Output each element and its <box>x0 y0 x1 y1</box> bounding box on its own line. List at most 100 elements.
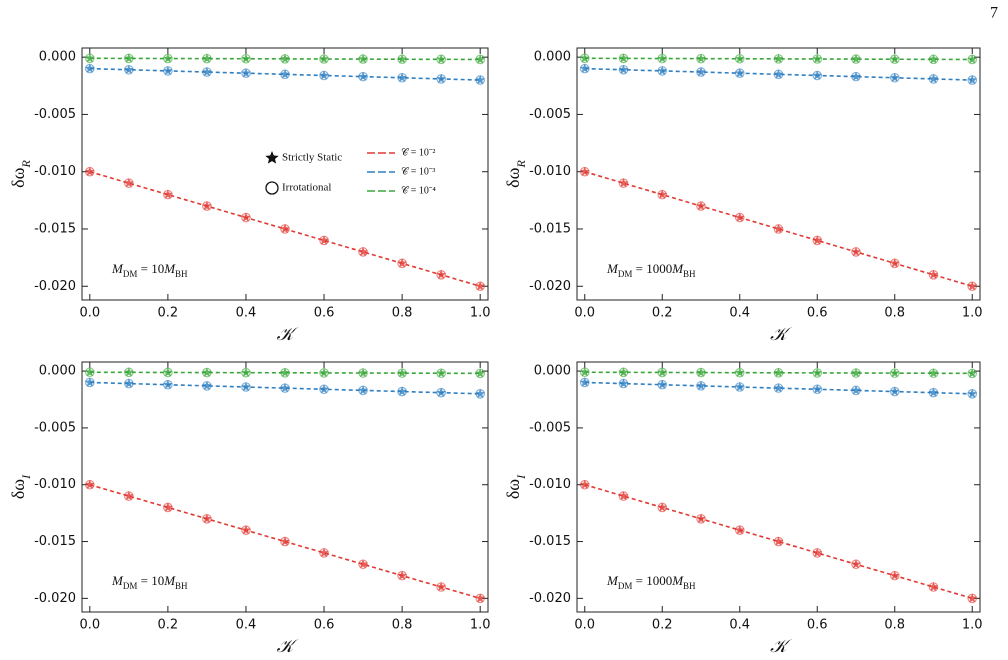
static-marker <box>85 53 95 63</box>
static-marker <box>280 53 290 63</box>
x-tick-label: 0.4 <box>236 306 257 321</box>
static-marker <box>358 246 368 256</box>
x-tick-label: 0.2 <box>158 618 179 633</box>
static-marker <box>202 67 212 77</box>
annotation-part: M <box>671 573 684 588</box>
static-marker <box>280 536 290 546</box>
static-marker <box>579 377 590 387</box>
y-label-part: δω <box>503 167 523 187</box>
static-marker <box>163 53 173 63</box>
static-marker <box>436 582 446 592</box>
x-tick-label: 0.2 <box>652 306 673 321</box>
static-marker <box>773 53 784 63</box>
static-marker <box>851 54 861 64</box>
static-marker <box>734 367 745 377</box>
static-marker <box>475 75 485 85</box>
series-line <box>89 57 481 61</box>
static-marker <box>851 559 861 569</box>
y-tick-label: -0.020 <box>529 591 571 606</box>
annotation-part: M <box>111 261 124 276</box>
static-marker <box>773 367 784 377</box>
static-marker <box>436 73 446 83</box>
static-marker <box>696 367 706 377</box>
static-marker <box>124 178 134 188</box>
static-marker <box>319 367 329 377</box>
static-marker <box>657 65 668 75</box>
annotation-part: M <box>606 261 619 276</box>
static-marker <box>280 383 290 393</box>
legend-label: Strictly Static <box>282 152 342 164</box>
static-marker <box>319 70 329 80</box>
static-marker <box>773 223 784 234</box>
annotation: MDM = 10MBH <box>111 573 188 591</box>
annotation-part: M <box>606 573 619 588</box>
static-marker <box>475 388 485 398</box>
static-marker <box>436 54 446 64</box>
x-tick-label: 0.2 <box>652 618 673 633</box>
static-marker <box>241 212 251 222</box>
annotation-part: M <box>163 261 176 276</box>
legend-star <box>265 151 279 164</box>
static-marker <box>163 189 173 199</box>
static-marker <box>928 54 939 64</box>
static-marker <box>280 367 290 377</box>
static-marker <box>241 53 251 63</box>
plot-frame <box>576 361 981 613</box>
x-tick-label: 0.0 <box>574 306 595 321</box>
x-tick-label: 1.0 <box>962 306 983 321</box>
static-marker <box>734 525 745 535</box>
y-axis-label: δωR <box>8 160 33 188</box>
static-marker <box>579 53 590 63</box>
static-marker <box>397 258 407 268</box>
y-label-part: R <box>514 160 528 169</box>
static-marker <box>319 547 329 557</box>
annotation-part: = 1000 <box>632 261 672 276</box>
static-marker <box>397 72 407 82</box>
static-marker <box>967 281 978 291</box>
static-marker <box>928 387 939 397</box>
static-marker <box>436 269 446 279</box>
static-marker <box>812 70 823 80</box>
x-tick-label: 0.4 <box>729 618 750 633</box>
static-marker <box>358 368 368 378</box>
static-marker <box>202 201 212 211</box>
x-axis-label: 𝒦 <box>770 636 792 656</box>
static-marker <box>163 65 173 75</box>
x-tick-label: 0.0 <box>79 618 100 633</box>
y-tick-label: 0.000 <box>534 50 571 65</box>
static-marker <box>773 69 784 79</box>
series-line <box>584 170 973 288</box>
static-marker <box>618 491 629 501</box>
static-marker <box>280 223 290 234</box>
static-marker <box>967 368 978 378</box>
plot-frame <box>576 47 981 301</box>
annotation-part: BH <box>683 269 696 279</box>
y-tick-label: -0.005 <box>34 107 76 122</box>
static-marker <box>124 378 134 388</box>
y-label-part: I <box>514 474 528 480</box>
static-marker <box>889 54 900 64</box>
annotation-part: BH <box>175 581 188 591</box>
static-marker <box>397 386 407 396</box>
legend-label: 𝒞 = 10⁻⁴ <box>401 185 436 196</box>
annotation: MDM = 1000MBH <box>606 261 696 279</box>
x-tick-label: 0.0 <box>574 618 595 633</box>
x-tick-label: 0.0 <box>79 306 100 321</box>
static-marker <box>657 502 668 512</box>
series-line <box>89 381 481 395</box>
static-marker <box>928 368 939 378</box>
annotation-part: M <box>111 573 124 588</box>
static-marker <box>734 382 745 392</box>
y-tick-label: -0.010 <box>529 164 571 179</box>
x-tick-label: 0.8 <box>884 306 905 321</box>
y-tick-label: 0.000 <box>534 364 571 379</box>
static-marker <box>967 593 978 603</box>
static-marker <box>358 71 368 81</box>
static-marker <box>618 178 629 188</box>
y-tick-label: -0.005 <box>529 420 571 435</box>
static-marker <box>696 53 706 63</box>
legend-label: Irrotational <box>282 182 331 194</box>
static-marker <box>202 380 212 390</box>
static-marker <box>812 54 823 64</box>
